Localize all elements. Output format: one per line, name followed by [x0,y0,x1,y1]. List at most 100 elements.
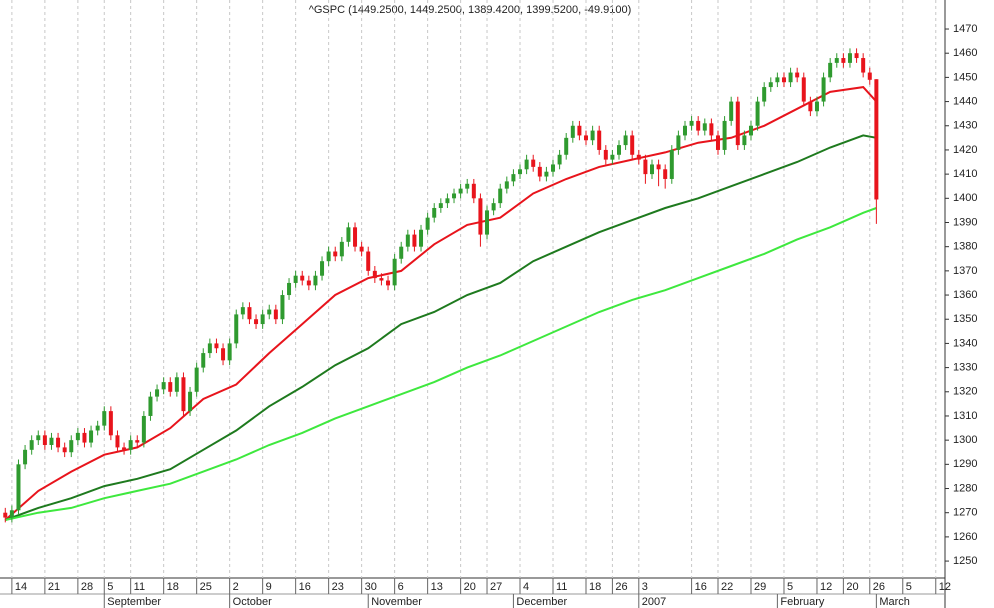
candle-body [861,58,866,73]
candle-body [234,314,239,344]
candle-body [775,77,780,83]
candle-body [795,72,800,78]
candle-body [227,343,232,361]
candle-body [676,135,681,150]
candle-body [9,510,14,518]
candle-body [636,154,641,160]
x-tick-label: 29 [754,581,766,593]
x-tick-label: 4 [523,581,529,593]
candle-body [326,251,331,262]
candle-body [610,154,615,160]
candle-body [557,154,562,165]
candle-body [207,343,212,354]
candle-body [478,198,483,235]
candle-body [630,135,635,155]
candle-body [471,183,476,199]
y-tick-label: 1340 [953,337,977,349]
y-tick-label: 1360 [953,289,977,301]
candle-body [260,314,265,325]
candle-body [465,183,470,189]
candle-body [847,53,852,63]
candle-body [702,123,707,131]
chart-title: ^GSPC (1449.2500, 1449.2500, 1389.4200, … [309,4,632,16]
y-tick-label: 1440 [953,95,977,107]
candle-body [597,130,602,150]
candle-body [392,258,397,286]
candle-body [194,367,199,392]
candle-body [742,135,747,146]
candle-body [768,82,773,88]
candle-body [16,464,21,511]
candle-body [141,415,146,443]
x-tick-label: 25 [200,581,212,593]
candle-body [75,432,80,441]
candle-body [689,120,694,126]
candle-body [128,440,133,450]
candle-body [267,309,272,315]
candle-body [748,125,753,136]
candle-body [386,280,391,286]
candle-body [696,120,701,131]
candle-body [504,181,509,189]
candle-body [188,391,193,412]
candle-body [445,198,450,204]
y-tick-label: 1380 [953,241,977,253]
candle-body [29,440,34,450]
candle-body [425,217,430,230]
candle-body [498,188,503,204]
x-tick-label: 16 [299,581,311,593]
candle-body [577,125,582,136]
candle-body [485,210,490,235]
candle-body [135,440,140,443]
candle-body [821,77,826,102]
x-tick-label: 20 [464,581,476,593]
candle-body [682,125,687,136]
x-tick-label: 6 [398,581,404,593]
candle-body [293,275,298,283]
candle-body [781,77,786,83]
candle-body [89,430,94,443]
candle-body [537,166,542,177]
candle-body [854,53,859,59]
candle-body [735,101,740,146]
candle-body [306,280,311,286]
x-tick-label: 3 [642,581,648,593]
y-tick-label: 1370 [953,265,977,277]
candle-body [181,377,186,412]
candle-body [755,101,760,126]
candle-body [656,164,661,170]
x-tick-label: 16 [695,581,707,593]
candle-body [254,319,259,325]
candle-body [419,229,424,247]
candle-body [3,512,8,518]
moving-average-line [4,134,877,521]
candle-body [313,275,318,286]
candle-body [359,246,364,252]
candle-body [762,87,767,102]
candle-body [551,164,556,172]
y-tick-label: 1400 [953,192,977,204]
x-tick-label: 20 [846,581,858,593]
candle-body [438,203,443,208]
x-tick-label: 28 [81,581,93,593]
month-label: September [107,596,161,608]
candle-body [715,135,720,150]
y-tick-label: 1390 [953,216,977,228]
candle-body [346,227,351,242]
x-tick-label: 18 [167,581,179,593]
moving-average-line [4,86,878,521]
candle-body [174,377,179,392]
x-tick-label: 11 [134,581,145,593]
y-tick-label: 1350 [953,313,977,325]
y-tick-label: 1260 [953,531,977,543]
candle-body [570,125,575,138]
y-tick-label: 1320 [953,386,977,398]
candle-body [320,261,325,276]
y-tick-label: 1280 [953,482,977,494]
candle-body [814,101,819,112]
x-tick-label: 13 [431,581,443,593]
x-tick-label: 12 [820,581,832,593]
candle-body [339,241,344,257]
month-label: February [780,596,825,608]
candle-body [247,307,252,320]
